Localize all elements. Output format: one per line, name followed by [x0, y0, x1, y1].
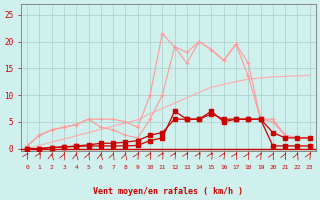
X-axis label: Vent moyen/en rafales ( km/h ): Vent moyen/en rafales ( km/h ): [93, 187, 244, 196]
